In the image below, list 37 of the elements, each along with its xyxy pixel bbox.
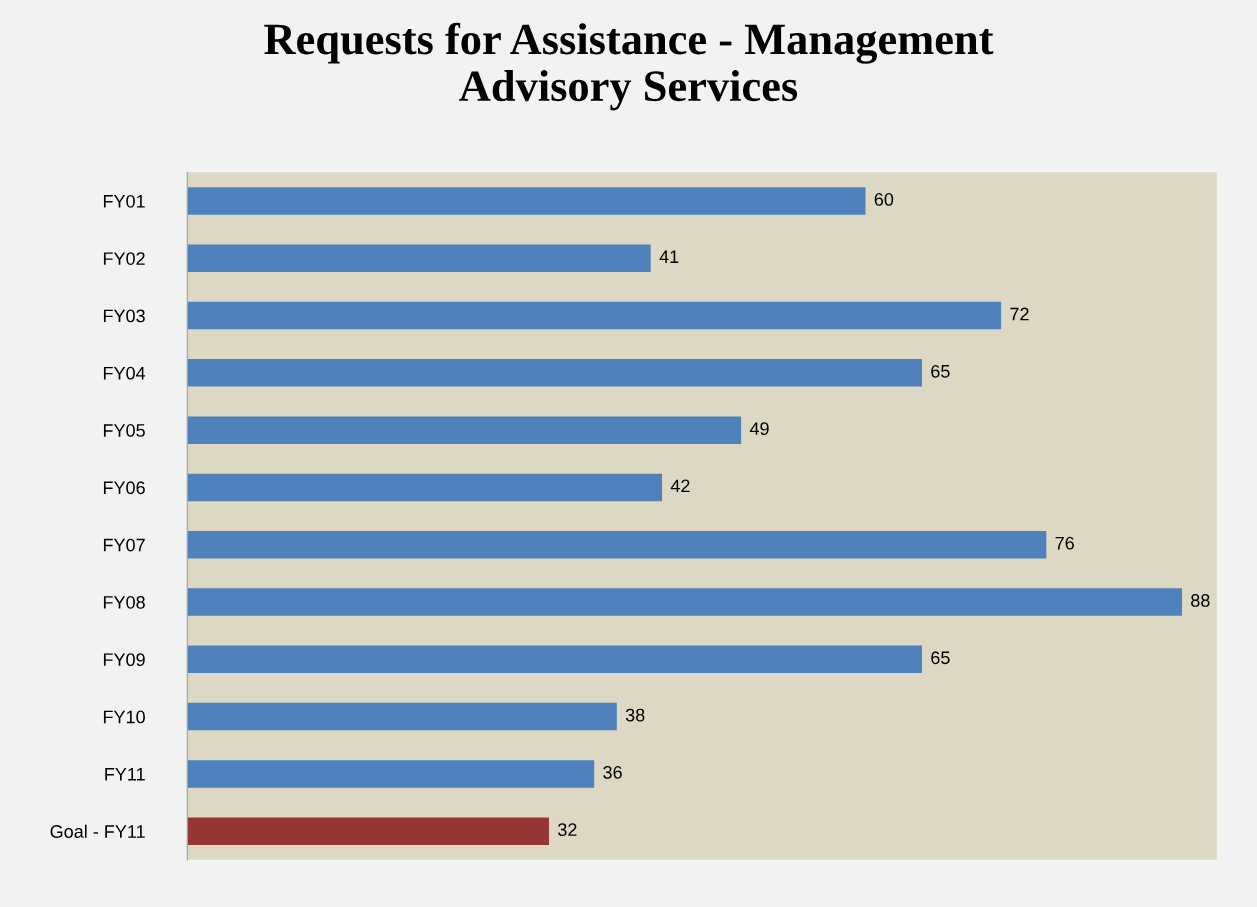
bar [187,530,1047,559]
bar [187,702,617,731]
y-tick-label: FY07 [103,538,145,552]
data-label: 65 [931,364,950,378]
y-tick-label: FY10 [103,710,145,724]
data-label: 36 [603,765,622,779]
bar [187,817,549,845]
bar [187,416,742,444]
y-tick-label: FY02 [103,252,145,265]
data-label: 32 [558,823,577,837]
y-tick-label: FY05 [103,424,145,437]
data-label: 60 [874,193,894,206]
bar [187,244,651,273]
y-tick-label: FY11 [105,768,145,781]
bar [187,473,663,502]
chart-title: Requests for Assistance - Management Advisory Services [264,22,994,111]
data-label: 88 [1191,594,1210,607]
bar [187,645,922,674]
data-label: 42 [670,479,690,493]
data-label: 38 [625,708,645,722]
bar [187,760,595,788]
data-label: 65 [931,651,950,665]
bar [187,588,1182,616]
y-tick-label: FY08 [103,595,145,609]
bar [187,359,922,387]
data-label: 49 [749,422,769,435]
y-tick-label: FY09 [103,653,145,667]
data-label: 41 [659,250,679,263]
data-label: 72 [1010,307,1029,321]
y-tick-label: FY01 [103,194,145,208]
data-label: 76 [1055,536,1074,550]
bar [187,187,866,215]
y-tick-label: FY04 [103,366,146,380]
y-tick-label: FY06 [103,481,145,495]
bar [187,301,1002,330]
y-tick-label: Goal - FY11 [50,824,145,838]
y-tick-label: FY03 [103,309,145,323]
